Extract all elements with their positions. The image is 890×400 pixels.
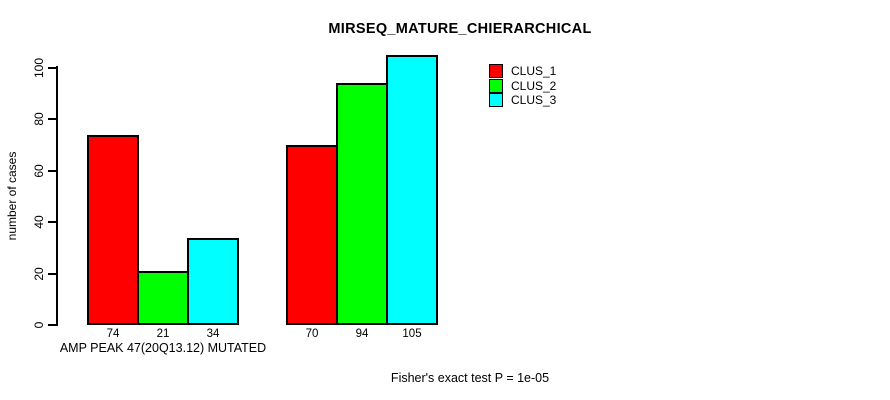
legend: CLUS_1 CLUS_2 CLUS_3: [489, 64, 556, 108]
legend-swatch-clus_3: [489, 93, 503, 107]
legend-item-clus_1: CLUS_1: [489, 64, 556, 78]
bar-value-label: 105: [402, 328, 422, 340]
legend-item-clus_2: CLUS_2: [489, 78, 557, 93]
footnote-fisher-test: Fisher's exact test P = 1e-05: [390, 371, 550, 385]
legend-swatch-clus_1: [489, 64, 503, 78]
bar-clus_1-group2: [286, 145, 338, 325]
bar-clus_1-group1: [87, 135, 139, 325]
y-axis-tick: [48, 273, 56, 275]
y-axis-tick-label: 20: [32, 267, 46, 281]
y-axis-tick-label: 0: [32, 321, 46, 329]
y-axis-tick-label: 80: [32, 112, 46, 126]
y-axis-tick-label: 40: [32, 215, 46, 229]
legend-label: CLUS_1: [511, 64, 557, 78]
bar-clus_2-group2: [336, 83, 388, 325]
bar-value-label: 74: [106, 328, 120, 340]
y-axis-tick-label: 60: [32, 164, 46, 178]
y-axis-line: [56, 66, 58, 326]
y-axis-tick-label: 100: [32, 57, 46, 79]
x-axis-group-label: AMP PEAK 47(20Q13.12) MUTATED: [59, 341, 267, 355]
y-axis-tick: [48, 221, 56, 223]
bar-value-label: 21: [156, 328, 170, 340]
bar-value-label: 34: [206, 328, 220, 340]
y-axis-title: number of cases: [5, 151, 19, 241]
legend-label: CLUS_3: [511, 93, 557, 107]
y-axis-tick: [48, 118, 56, 120]
legend-item-clus_3: CLUS_3: [489, 93, 556, 107]
bar-clus_2-group1: [137, 271, 189, 325]
y-axis-tick: [48, 67, 56, 69]
y-axis-tick: [48, 170, 56, 172]
chart-title: MIRSEQ_MATURE_CHIERARCHICAL: [328, 21, 592, 37]
bar-clus_3-group2: [386, 55, 438, 325]
bar-value-label: 94: [355, 328, 369, 340]
bar-clus_3-group1: [187, 238, 239, 325]
bar-value-label: 70: [305, 328, 319, 340]
y-axis-tick: [48, 324, 56, 326]
legend-label: CLUS_2: [511, 78, 557, 93]
legend-swatch-clus_2: [489, 78, 503, 93]
